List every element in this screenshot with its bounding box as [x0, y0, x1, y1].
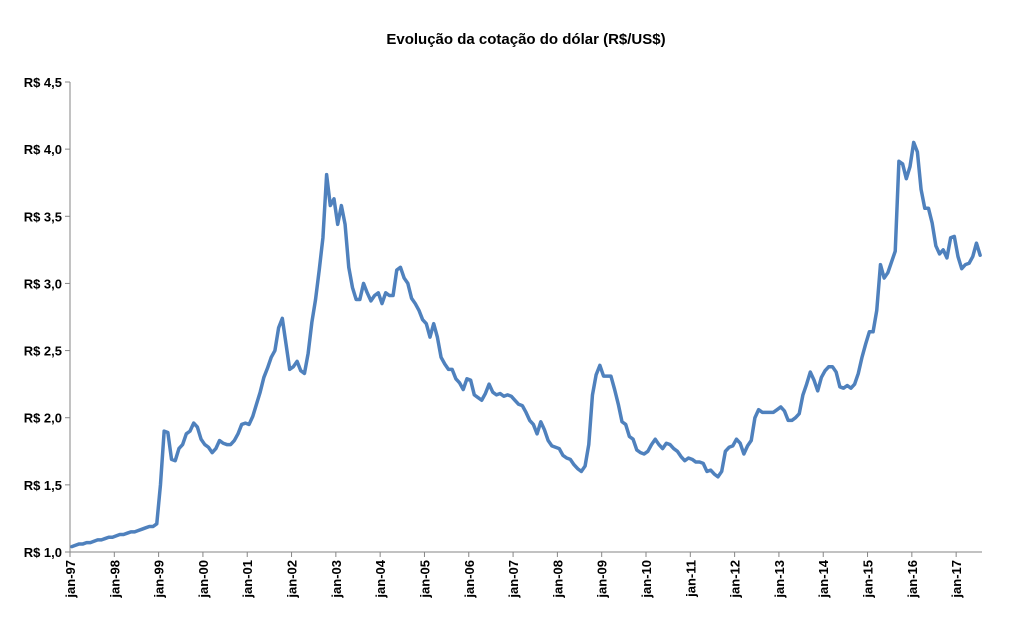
x-tick-label: jan-04 [373, 559, 388, 598]
x-tick-label: jan-12 [728, 560, 743, 599]
x-tick-label: jan-10 [639, 560, 654, 599]
x-tick-label: jan-15 [861, 560, 876, 599]
y-tick-label: R$ 2,5 [24, 344, 62, 359]
y-tick-label: R$ 1,5 [24, 478, 62, 493]
series-line-usd-brl [70, 140, 982, 549]
y-tick-label: R$ 3,5 [24, 209, 62, 224]
y-tick-label: R$ 4,5 [24, 75, 62, 90]
y-tick-label: R$ 1,0 [24, 545, 62, 560]
x-tick-label: jan-17 [949, 560, 964, 599]
x-axis: jan-97 jan-98 jan-99 jan-00 jan-01 jan-02 jan-… [63, 551, 982, 599]
x-tick-label: jan-01 [240, 560, 255, 599]
y-axis: R$ 1,0 R$ 1,5 R$ 2,0 R$ 2,5 R$ 3,0 R$ 3,5 R$ 4… [24, 75, 71, 560]
x-tick-label: jan-03 [329, 560, 344, 599]
x-tick-label: jan-11 [683, 560, 698, 598]
x-tick-label: jan-13 [772, 560, 787, 599]
x-tick-label: jan-06 [462, 560, 477, 599]
y-tick-label: R$ 3,0 [24, 276, 62, 291]
x-tick-label: jan-00 [196, 560, 211, 599]
x-tick-label: jan-99 [152, 560, 167, 599]
chart-title: Evolução da cotação do dólar (R$/US$) [386, 31, 666, 48]
x-tick-label: jan-09 [595, 560, 610, 599]
x-tick-label: jan-97 [63, 560, 78, 599]
x-tick-label: jan-14 [816, 559, 831, 598]
x-tick-label: jan-07 [506, 560, 521, 599]
x-tick-label: jan-98 [107, 560, 122, 599]
y-tick-label: R$ 2,0 [24, 411, 62, 426]
y-tick-label: R$ 4,0 [24, 142, 62, 157]
x-tick-label: jan-05 [417, 560, 432, 599]
series-group [70, 140, 982, 549]
x-tick-label: jan-08 [550, 560, 565, 599]
x-tick-label: jan-02 [285, 560, 300, 599]
x-tick-label: jan-16 [905, 560, 920, 599]
